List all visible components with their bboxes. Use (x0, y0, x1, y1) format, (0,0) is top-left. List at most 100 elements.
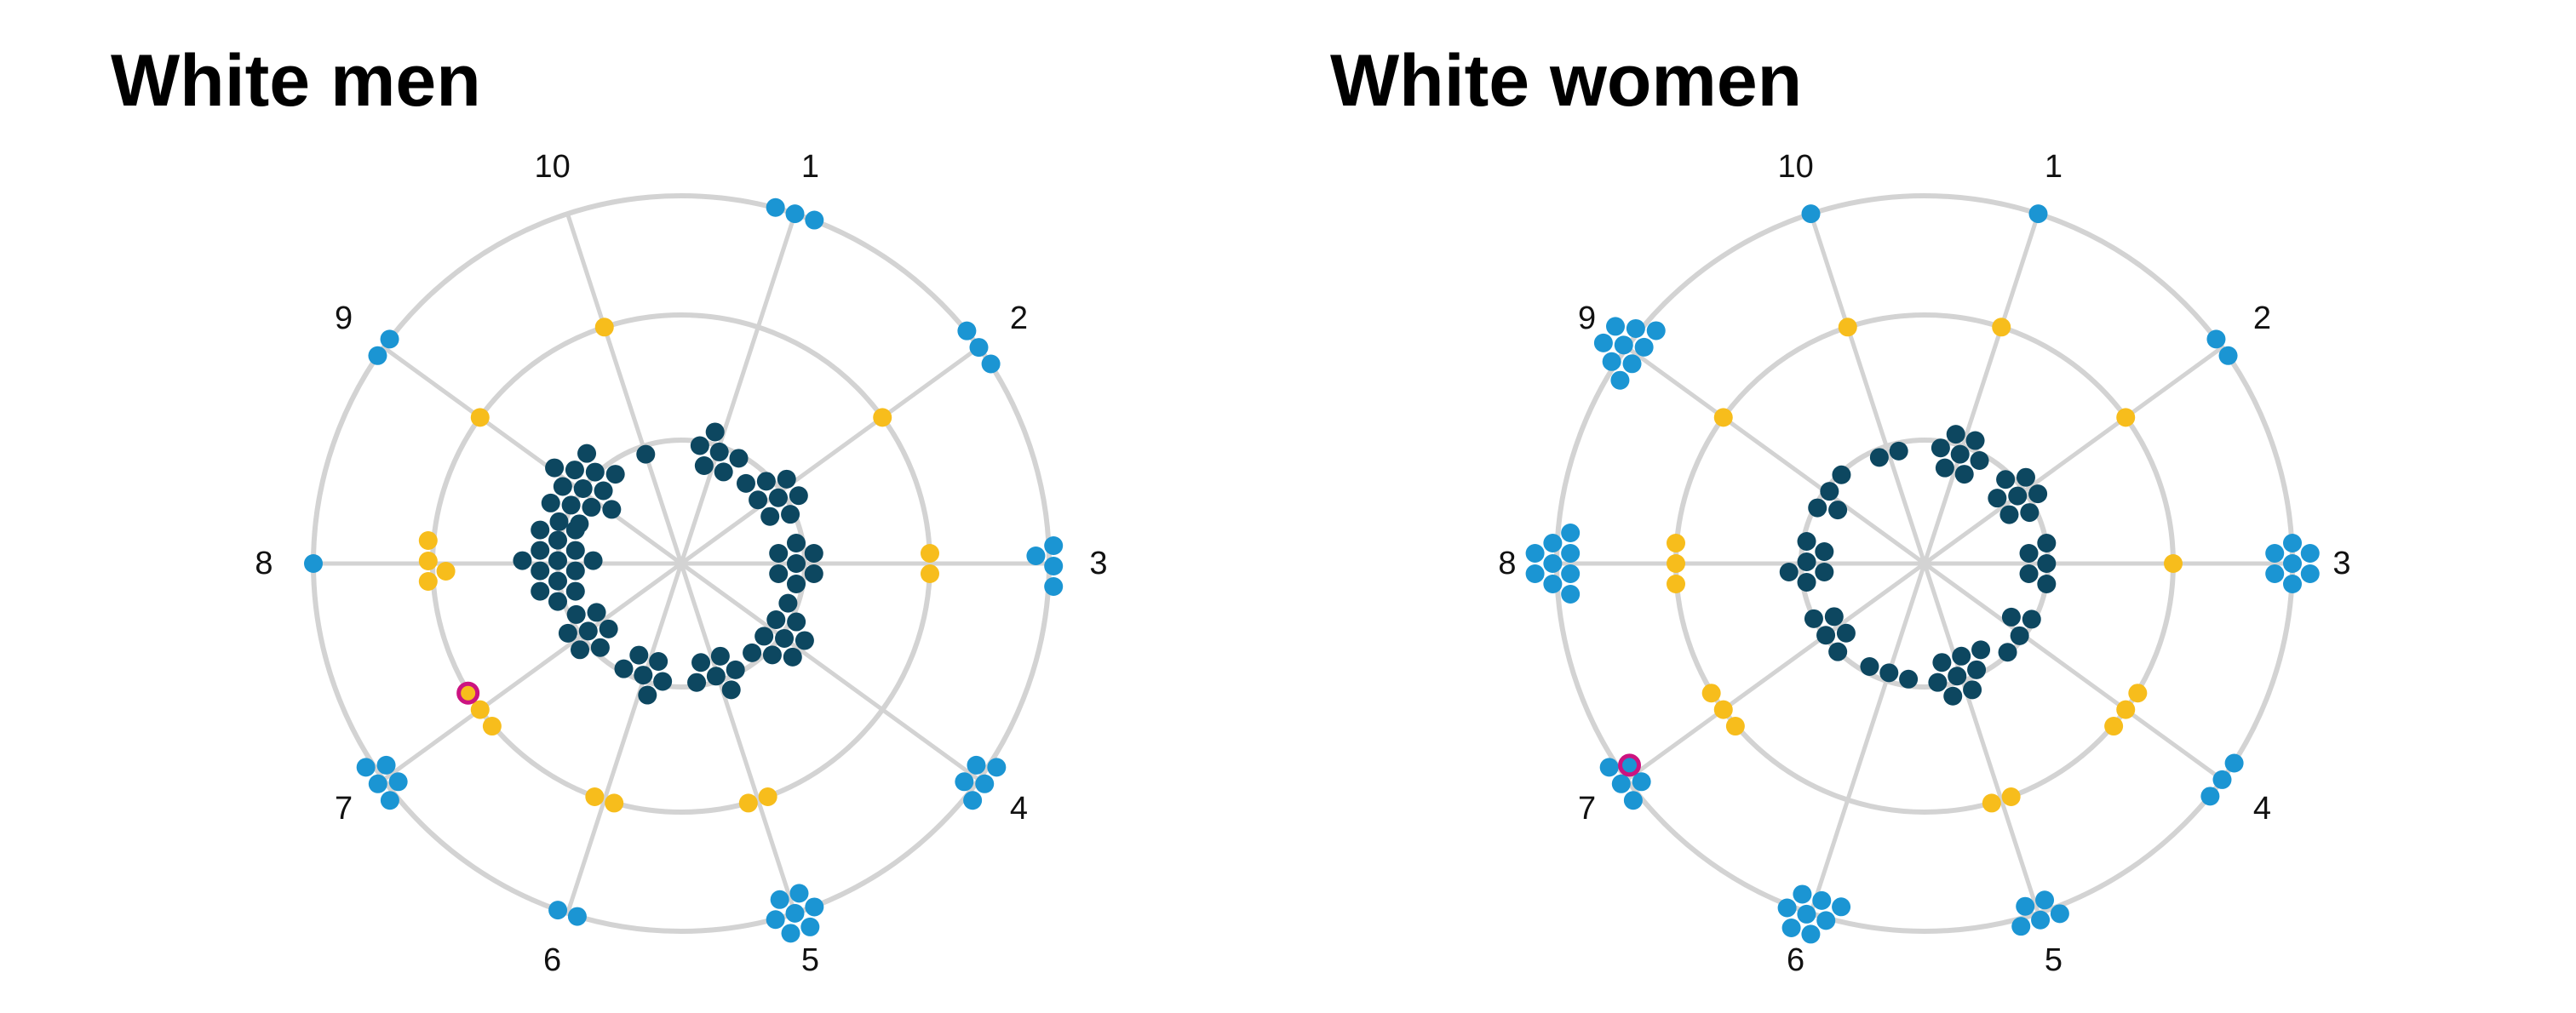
dot-outer-spoke-8[interactable] (1543, 534, 1563, 552)
dot-inner-spoke-2[interactable] (777, 469, 796, 489)
dot-inner-spoke-6[interactable] (1879, 663, 1899, 683)
dot-outer-spoke-2[interactable] (2206, 329, 2226, 349)
dot-inner-spoke-8[interactable] (513, 551, 532, 570)
dot-inner-spoke-8[interactable] (565, 541, 585, 560)
dot-middle-spoke-5[interactable] (1982, 793, 2001, 813)
dot-outer-spoke-8[interactable] (1543, 554, 1563, 573)
dot-inner-spoke-3[interactable] (2037, 534, 2057, 552)
dot-inner-spoke-2[interactable] (760, 506, 780, 526)
dot-inner-spoke-2[interactable] (2028, 484, 2048, 504)
dot-inner-spoke-4[interactable] (787, 612, 806, 632)
dot-inner-spoke-8[interactable] (1815, 542, 1834, 561)
dot-outer-spoke-6[interactable] (1781, 918, 1801, 937)
dot-inner-spoke-8[interactable] (583, 551, 603, 570)
dot-outer-spoke-8[interactable] (304, 554, 323, 573)
dot-outer-spoke-9[interactable] (1622, 354, 1642, 374)
dot-inner-spoke-2[interactable] (756, 472, 776, 491)
dot-inner-spoke-5[interactable] (1948, 667, 1967, 686)
dot-outer-spoke-9[interactable] (1614, 335, 1633, 355)
dot-outer-spoke-6[interactable] (1812, 890, 1832, 910)
dot-inner-spoke-6[interactable] (614, 659, 634, 678)
dot-inner-spoke-2[interactable] (789, 486, 808, 506)
dot-outer-spoke-5[interactable] (805, 897, 824, 917)
dot-inner-spoke-5[interactable] (706, 667, 726, 686)
dot-outer-spoke-6[interactable] (1832, 897, 1851, 917)
dot-inner-spoke-8[interactable] (531, 541, 550, 560)
dot-inner-spoke-9[interactable] (605, 465, 625, 484)
dot-outer-spoke-5[interactable] (2050, 904, 2069, 924)
dot-inner-spoke-3[interactable] (769, 544, 789, 563)
dot-inner-spoke-5[interactable] (1952, 646, 1971, 666)
dot-middle-spoke-8[interactable] (418, 572, 438, 591)
dot-outer-spoke-7[interactable] (1632, 772, 1651, 792)
dot-inner-spoke-9[interactable] (602, 500, 622, 519)
dot-inner-spoke-3[interactable] (2037, 575, 2057, 593)
dot-inner-spoke-9[interactable] (594, 481, 613, 501)
dot-outer-spoke-6[interactable] (548, 901, 568, 920)
dot-outer-spoke-7[interactable] (380, 791, 399, 810)
dot-outer-spoke-3[interactable] (2265, 544, 2285, 563)
dot-inner-spoke-3[interactable] (2037, 554, 2057, 573)
dot-inner-spoke-5[interactable] (1971, 640, 1991, 660)
dot-middle-spoke-7[interactable] (1701, 684, 1721, 703)
dot-outer-spoke-2[interactable] (957, 321, 977, 341)
dot-inner-spoke-8[interactable] (548, 530, 567, 550)
dot-inner-spoke-5[interactable] (687, 672, 707, 692)
dot-inner-spoke-7[interactable] (1828, 642, 1848, 661)
dot-outer-spoke-7[interactable] (356, 758, 376, 777)
dot-middle-spoke-2[interactable] (873, 408, 892, 427)
dot-inner-spoke-5[interactable] (1963, 680, 1982, 700)
dot-inner-spoke-8[interactable] (1797, 532, 1816, 551)
dot-inner-spoke-9[interactable] (1808, 498, 1827, 518)
dot-inner-spoke-6[interactable] (634, 666, 653, 685)
dot-inner-spoke-5[interactable] (710, 646, 730, 666)
dot-inner-spoke-2[interactable] (2016, 467, 2035, 487)
dot-outer-spoke-6[interactable] (567, 907, 587, 926)
highlight-dot-spoke-7[interactable] (1618, 753, 1642, 777)
dot-outer-spoke-2[interactable] (969, 338, 989, 358)
dot-inner-spoke-2[interactable] (768, 488, 788, 507)
dot-inner-spoke-9[interactable] (582, 497, 601, 517)
dot-inner-spoke-5[interactable] (691, 653, 711, 672)
dot-inner-spoke-3[interactable] (804, 544, 823, 563)
dot-inner-spoke-8[interactable] (548, 592, 567, 611)
dot-inner-spoke-7[interactable] (566, 604, 586, 624)
dot-outer-spoke-7[interactable] (388, 772, 408, 792)
dot-inner-spoke-4[interactable] (2001, 607, 2021, 627)
dot-outer-spoke-3[interactable] (2300, 544, 2320, 563)
dot-outer-spoke-9[interactable] (1610, 370, 1630, 390)
dot-inner-spoke-4[interactable] (783, 647, 802, 667)
dot-middle-spoke-6[interactable] (605, 793, 624, 813)
dot-inner-spoke-3[interactable] (787, 575, 806, 593)
dot-middle-spoke-3[interactable] (2164, 554, 2183, 573)
dot-inner-spoke-2[interactable] (749, 490, 768, 510)
dot-inner-spoke-2[interactable] (781, 505, 800, 524)
dot-inner-spoke-9[interactable] (541, 493, 560, 512)
dot-inner-spoke-8[interactable] (565, 561, 585, 581)
dot-outer-spoke-3[interactable] (1026, 547, 1046, 565)
dot-inner-spoke-4[interactable] (1998, 643, 2017, 662)
dot-outer-spoke-8[interactable] (1561, 564, 1581, 583)
dot-middle-spoke-7[interactable] (470, 700, 490, 719)
dot-outer-spoke-9[interactable] (368, 346, 387, 365)
dot-outer-spoke-8[interactable] (1525, 564, 1545, 583)
dot-inner-spoke-10[interactable] (1889, 441, 1908, 461)
dot-inner-spoke-2[interactable] (1988, 489, 2007, 508)
dot-inner-spoke-7[interactable] (578, 621, 598, 641)
dot-inner-spoke-4[interactable] (2010, 626, 2029, 645)
dot-middle-spoke-4[interactable] (2116, 700, 2136, 719)
dot-outer-spoke-6[interactable] (1801, 924, 1821, 944)
dot-inner-spoke-10[interactable] (636, 444, 656, 464)
dot-outer-spoke-4[interactable] (975, 774, 995, 793)
dot-inner-spoke-7[interactable] (587, 603, 606, 622)
dot-outer-spoke-5[interactable] (2016, 896, 2035, 916)
dot-inner-spoke-3[interactable] (2019, 544, 2039, 563)
dot-inner-spoke-8[interactable] (531, 561, 550, 581)
dot-outer-spoke-6[interactable] (1816, 911, 1836, 930)
dot-middle-spoke-10[interactable] (1838, 318, 1857, 337)
dot-outer-spoke-9[interactable] (1602, 352, 1621, 371)
dot-outer-spoke-5[interactable] (785, 903, 805, 923)
dot-middle-spoke-9[interactable] (470, 408, 490, 427)
dot-outer-spoke-3[interactable] (1044, 577, 1064, 596)
dot-outer-spoke-9[interactable] (1606, 317, 1626, 336)
